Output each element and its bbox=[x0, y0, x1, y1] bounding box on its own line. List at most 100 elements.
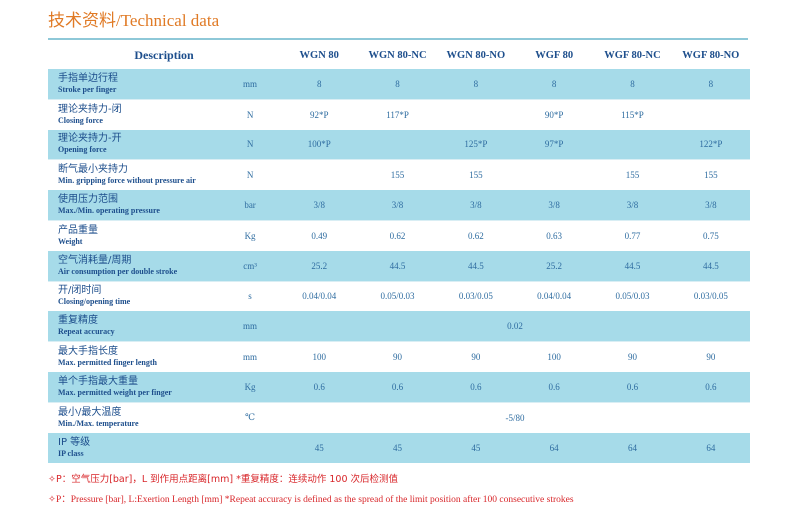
value-cell: 100 bbox=[280, 341, 359, 372]
value-cell bbox=[671, 98, 750, 130]
row-label-chinese: 手指单边行程 bbox=[58, 72, 118, 84]
value-cell: 64 bbox=[515, 432, 594, 463]
value-cell: 92*P bbox=[280, 98, 359, 130]
value-cell bbox=[358, 129, 437, 160]
value-cell: 44.5 bbox=[671, 250, 750, 282]
unit-cell: cm³ bbox=[220, 250, 281, 282]
value-cell: 0.6 bbox=[671, 371, 750, 403]
row-label: 理论夹持力-闭 Closing force bbox=[48, 98, 221, 130]
value-cell bbox=[280, 159, 359, 191]
value-cell: 155 bbox=[593, 159, 672, 191]
row-label-chinese: 使用压力范围 bbox=[58, 194, 118, 206]
value-cell: 90 bbox=[436, 341, 516, 372]
value-cell: 155 bbox=[671, 159, 750, 191]
model-header: WGN 80-NC bbox=[368, 49, 427, 61]
row-label-chinese: 开/闭时间 bbox=[58, 285, 102, 297]
row-label-chinese: IP 等级 bbox=[58, 436, 91, 448]
unit-cell: mm bbox=[220, 69, 281, 100]
note-chinese: ✧P：空气压力[bar]，L 到作用点距离[mm] *重复精度：连续动作 100… bbox=[48, 474, 399, 485]
value-cell: 3/8 bbox=[593, 190, 672, 221]
model-header: WGN 80 bbox=[299, 49, 339, 61]
row-label: 最小/最大温度 Min./Max. temperature bbox=[48, 401, 221, 433]
value-cell: 3/8 bbox=[671, 190, 750, 221]
row-label-english: Closing/opening time bbox=[58, 297, 131, 307]
value-cell bbox=[593, 129, 672, 160]
row-label-chinese: 理论夹持力-开 bbox=[58, 133, 122, 145]
value-cell: 8 bbox=[358, 69, 437, 100]
unit-cell: N bbox=[220, 159, 281, 191]
row-label-english: Max./Min. operating pressure bbox=[58, 206, 160, 216]
unit-cell: mm bbox=[220, 311, 281, 342]
value-cell: 0.05/0.03 bbox=[593, 280, 672, 312]
model-header: WGF 80-NC bbox=[604, 49, 661, 61]
value-cell: 115*P bbox=[593, 98, 672, 130]
value-cell: 0.77 bbox=[593, 219, 672, 251]
value-cell: 0.03/0.05 bbox=[436, 280, 516, 312]
value-cell: 44.5 bbox=[358, 250, 437, 282]
unit-cell bbox=[220, 432, 281, 463]
model-header: WGF 80 bbox=[535, 49, 574, 61]
row-label-english: Min. gripping force without pressure air bbox=[58, 176, 196, 186]
note-english: ✧P：Pressure [bar], L:Exertion Length [mm… bbox=[48, 495, 574, 505]
row-label: 断气最小夹持力 Min. gripping force without press… bbox=[48, 159, 221, 191]
row-label: 单个手指最大重量 Max. permitted weight per finger bbox=[48, 371, 221, 403]
value-cell: 0.04/0.04 bbox=[280, 280, 359, 312]
value-cell: 0.6 bbox=[358, 371, 437, 403]
value-cell: 0.04/0.04 bbox=[515, 280, 594, 312]
row-label-chinese: 产品重量 bbox=[58, 224, 98, 236]
unit-cell: N bbox=[220, 98, 281, 130]
table-row: 重复精度 Repeat accuracy mm 0.02 bbox=[48, 311, 750, 342]
value-cell: 122*P bbox=[671, 129, 750, 160]
table-row: 使用压力范围 Max./Min. operating pressure bar 3/8… bbox=[48, 190, 750, 221]
model-header: WGN 80-NO bbox=[446, 49, 506, 61]
value-cell: 0.02 bbox=[280, 311, 750, 342]
table-row: IP 等级 IP class 45 45 45 64 64 64 bbox=[48, 432, 750, 463]
value-cell: 64 bbox=[671, 432, 750, 463]
value-cell: 45 bbox=[358, 432, 437, 463]
value-cell: 44.5 bbox=[593, 250, 672, 282]
value-cell: 8 bbox=[593, 69, 672, 100]
value-cell: 44.5 bbox=[436, 250, 516, 282]
value-cell: 0.62 bbox=[358, 219, 437, 251]
value-cell: 100 bbox=[515, 341, 594, 372]
unit-cell: mm bbox=[220, 341, 281, 372]
row-label: 产品重量 Weight bbox=[48, 219, 221, 251]
value-cell: 64 bbox=[593, 432, 672, 463]
model-header: WGF 80-NO bbox=[682, 49, 740, 61]
technical-data-table: Description WGN 80 WGN 80-NC WGN 80-NO W… bbox=[48, 41, 750, 463]
unit-cell: bar bbox=[220, 190, 281, 221]
table-row: 最小/最大温度 Min./Max. temperature ℃ -5/80 bbox=[48, 401, 750, 433]
unit-cell: s bbox=[220, 280, 281, 312]
value-cell: 3/8 bbox=[436, 190, 516, 221]
table-row: 开/闭时间 Closing/opening time s 0.04/0.04 0.05/… bbox=[48, 280, 750, 312]
row-label-english: Max. permitted finger length bbox=[58, 358, 157, 368]
unit-cell: N bbox=[220, 129, 281, 160]
value-cell: 90 bbox=[593, 341, 672, 372]
value-cell: 0.03/0.05 bbox=[671, 280, 750, 312]
row-label-chinese: 最大手指长度 bbox=[58, 346, 118, 358]
row-label-english: IP class bbox=[58, 448, 84, 458]
table-row: 理论夹持力-开 Opening force N 100*P 125*P 97*P 122*P bbox=[48, 129, 750, 160]
value-cell: 8 bbox=[436, 69, 516, 100]
value-cell: 125*P bbox=[436, 129, 516, 160]
value-cell: 0.6 bbox=[593, 371, 672, 403]
title-divider bbox=[48, 38, 748, 40]
table-row: 手指单边行程 Stroke per finger mm 8 8 8 8 8 8 bbox=[48, 69, 750, 100]
value-cell bbox=[515, 159, 594, 191]
value-cell: 0.75 bbox=[671, 219, 750, 251]
row-label-chinese: 理论夹持力-闭 bbox=[58, 103, 122, 115]
value-cell: 45 bbox=[280, 432, 359, 463]
unit-cell: ℃ bbox=[220, 401, 281, 433]
value-cell: 97*P bbox=[515, 129, 594, 160]
table-row: 断气最小夹持力 Min. gripping force without press… bbox=[48, 159, 750, 191]
value-cell: 25.2 bbox=[280, 250, 359, 282]
value-cell bbox=[436, 98, 516, 130]
row-label-chinese: 断气最小夹持力 bbox=[58, 164, 128, 176]
value-cell: 90 bbox=[358, 341, 437, 372]
row-label-chinese: 单个手指最大重量 bbox=[58, 375, 138, 387]
row-label-english: Min./Max. temperature bbox=[58, 418, 139, 428]
value-cell: 0.62 bbox=[436, 219, 516, 251]
value-cell: 90 bbox=[671, 341, 750, 372]
row-label: 使用压力范围 Max./Min. operating pressure bbox=[48, 190, 221, 221]
row-label: 空气消耗量/周期 Air consumption per double strok… bbox=[48, 250, 221, 282]
